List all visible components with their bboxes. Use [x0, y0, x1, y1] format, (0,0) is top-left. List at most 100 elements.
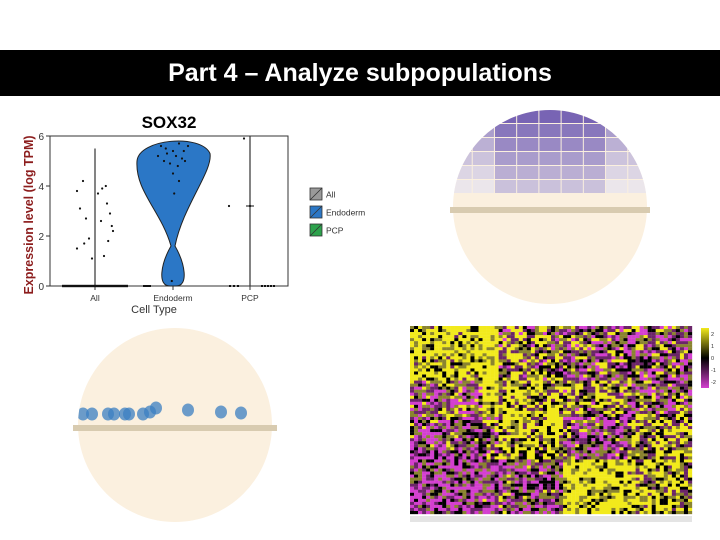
heatmap-cell: [659, 386, 664, 390]
heatmap-cell: [595, 329, 600, 333]
heatmap-cell: [615, 426, 620, 430]
heatmap-cell: [627, 380, 632, 384]
heatmap-cell: [643, 368, 648, 372]
heatmap-cell: [474, 416, 479, 421]
heatmap-cell: [683, 444, 689, 448]
heatmap-cell: [410, 462, 415, 466]
heatmap-cell: [563, 377, 568, 381]
heatmap-cell: [466, 350, 471, 354]
heatmap-cell: [631, 420, 636, 424]
heatmap-cell: [466, 423, 471, 427]
heatmap-cell: [482, 389, 487, 393]
heatmap-cell: [555, 329, 560, 333]
heatmap-cell: [438, 413, 443, 418]
heatmap-cell: [635, 459, 640, 463]
heatmap-cell: [422, 507, 427, 512]
heatmap-cell: [526, 359, 532, 363]
heatmap-cell: [603, 371, 608, 375]
bar-cell: [628, 166, 647, 179]
heatmap-cell: [430, 365, 435, 369]
heatmap-cell: [534, 380, 540, 384]
heatmap-cell: [679, 483, 685, 487]
heatmap-cell: [458, 341, 463, 345]
heatmap-cell: [623, 368, 628, 372]
heatmap-cell: [498, 395, 503, 399]
heatmap-cell: [559, 510, 564, 515]
heatmap-cell: [498, 368, 503, 372]
heatmap-cell: [446, 350, 451, 354]
heatmap-cell: [490, 492, 495, 496]
heatmap-cell: [607, 398, 612, 402]
heatmap-cell: [591, 326, 596, 330]
heatmap-cell: [442, 426, 447, 430]
heatmap-cell: [635, 329, 640, 333]
heatmap-cell: [599, 510, 604, 515]
heatmap-cell: [659, 371, 664, 375]
heatmap-cell: [530, 462, 536, 466]
heatmap-cell: [603, 383, 608, 387]
heatmap-cell: [679, 426, 685, 430]
heatmap-cell: [538, 429, 544, 433]
heatmap-cell: [474, 404, 479, 409]
heatmap-cell: [478, 447, 483, 451]
heatmap-cell: [607, 420, 612, 424]
heatmap-cell: [639, 365, 644, 369]
heatmap-cell: [450, 501, 455, 506]
heatmap-cell: [546, 474, 552, 478]
heatmap-cell: [591, 474, 596, 478]
heatmap-cell: [663, 386, 668, 390]
heatmap-cell: [454, 435, 459, 439]
heatmap-cell: [679, 344, 685, 348]
heatmap-cell: [494, 501, 499, 506]
heatmap-cell: [619, 332, 624, 336]
heatmap-cell: [522, 483, 527, 487]
heatmap-cell: [651, 504, 656, 509]
heatmap-cell: [418, 420, 423, 424]
heatmap-cell: [514, 423, 519, 427]
heatmap-cell: [567, 404, 572, 409]
heatmap-cell: [414, 435, 419, 439]
heatmap-cell: [687, 377, 693, 381]
heatmap-cell: [587, 386, 592, 390]
heatmap-cell: [631, 426, 636, 430]
heatmap-cell: [534, 389, 540, 393]
heatmap-cell: [663, 404, 668, 409]
heatmap-cell: [591, 510, 596, 515]
heatmap-cell: [434, 386, 439, 390]
heatmap-cell: [522, 383, 527, 387]
heatmap-cell: [683, 371, 689, 375]
heatmap-cell: [498, 371, 503, 375]
heatmap-cell: [683, 392, 689, 396]
heatmap-cell: [454, 335, 459, 339]
heatmap-cell: [631, 356, 636, 360]
data-point: [242, 137, 246, 140]
heatmap-cell: [675, 341, 681, 345]
heatmap-cell: [526, 341, 532, 345]
heatmap-cell: [534, 441, 540, 445]
heatmap-cell: [414, 326, 419, 330]
heatmap-cell: [671, 356, 677, 360]
heatmap-cell: [474, 326, 479, 330]
heatmap-cell: [551, 450, 556, 454]
heatmap-cell: [474, 495, 479, 499]
heatmap-cell: [567, 483, 572, 487]
heatmap-cell: [478, 504, 483, 509]
heatmap-cell: [635, 380, 640, 384]
heatmap-cell: [671, 447, 677, 451]
heatmap-cell: [551, 329, 556, 333]
heatmap-cell: [494, 483, 499, 487]
heatmap-cell: [462, 438, 467, 442]
heatmap-cell: [615, 413, 620, 418]
heatmap-cell: [659, 383, 664, 387]
heatmap-cell: [575, 465, 580, 469]
heatmap-cell: [422, 410, 427, 415]
heatmap-cell: [667, 495, 673, 499]
heatmap-cell: [414, 444, 419, 448]
heatmap-cell: [410, 368, 415, 372]
heatmap-cell: [571, 335, 576, 339]
heatmap-cell: [623, 495, 628, 499]
heatmap-cell: [482, 362, 487, 366]
heatmap-cell: [522, 416, 527, 421]
heatmap-cell: [647, 359, 652, 363]
heatmap-cell: [466, 332, 471, 336]
